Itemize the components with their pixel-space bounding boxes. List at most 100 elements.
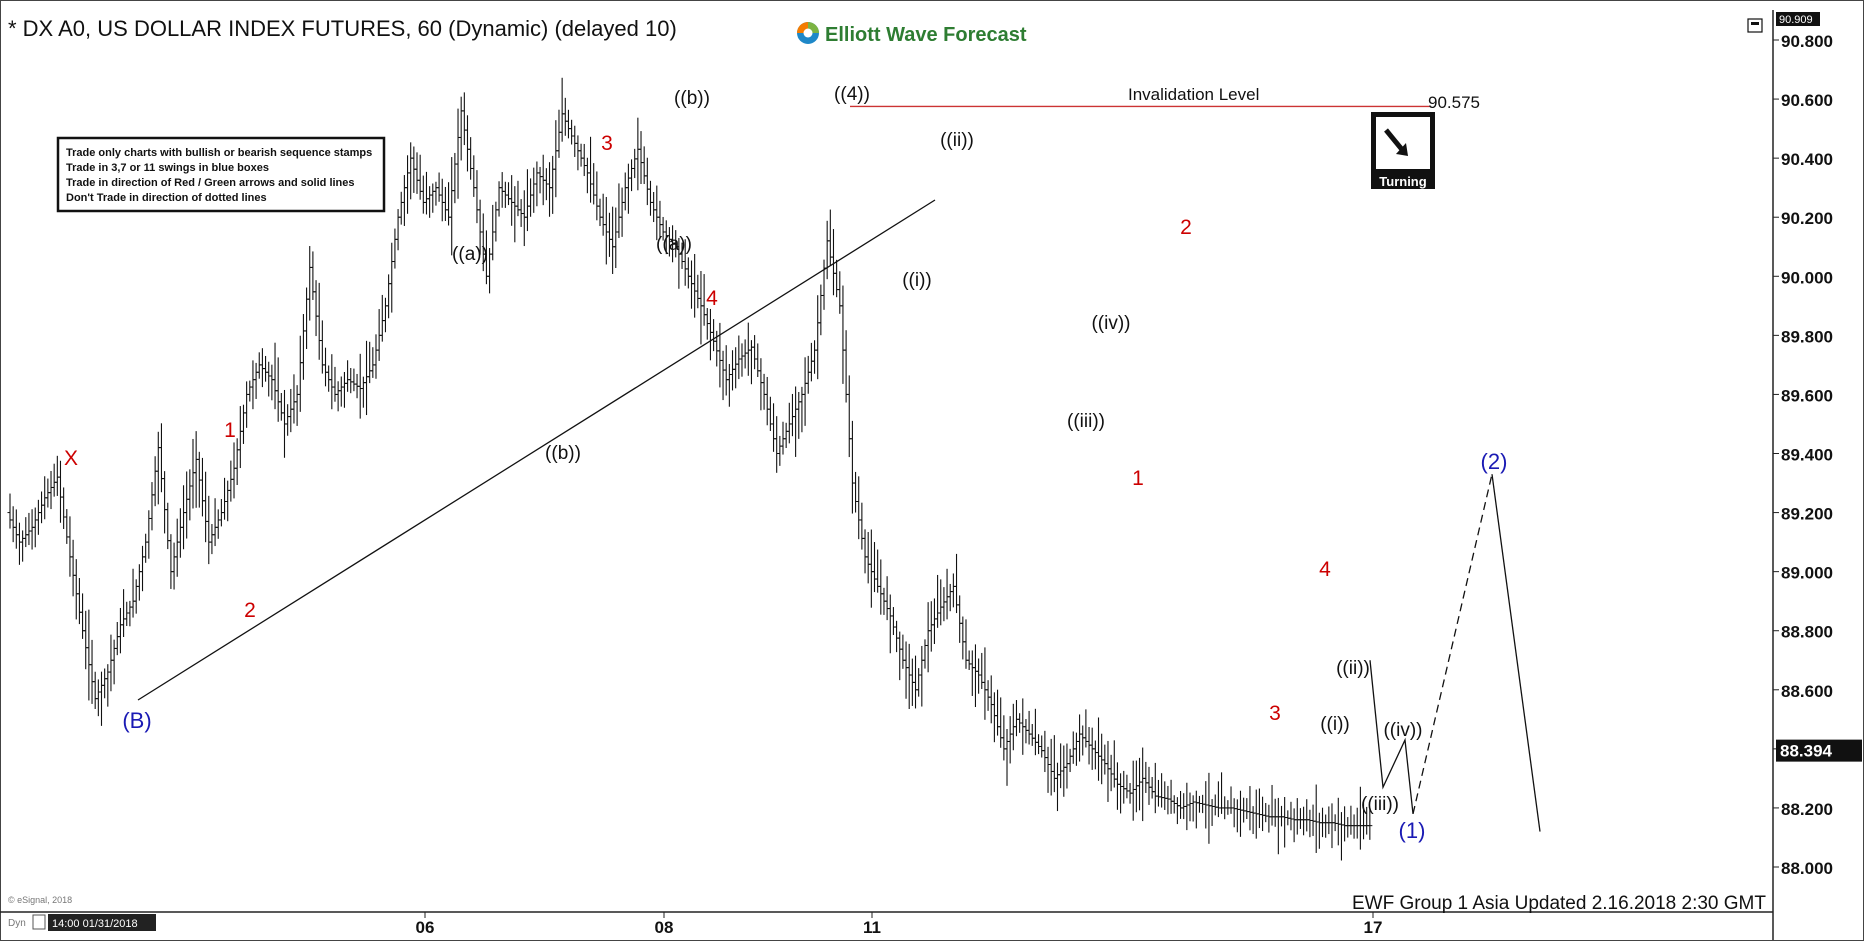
price-bar [1212,794,1218,816]
price-bar [1026,710,1032,745]
price-bar [1215,781,1221,818]
wave-label: ((i)) [902,270,932,291]
price-bar [1096,717,1102,781]
brand-logo: Elliott Wave Forecast [797,22,1027,46]
price-bar [1105,740,1111,802]
price-bar [1007,716,1013,764]
price-bar [619,187,625,237]
price-bar [199,457,205,517]
price-bar [496,181,502,217]
price-bar [98,671,104,726]
price-bar [887,594,893,654]
calendar-icon[interactable] [32,914,46,930]
wave-label: ((b)) [674,88,710,109]
price-bar [1045,746,1051,793]
price-bar [928,601,934,652]
price-bar [1338,812,1344,861]
price-bar [259,348,265,388]
price-bar [1228,786,1234,814]
invalidation-label: Invalidation Level [1128,85,1259,104]
price-bar [439,178,445,222]
price-bar [133,579,139,614]
price-bar [796,391,802,439]
price-bar [1023,719,1029,744]
price-bar [1102,744,1108,775]
price-bar [1061,745,1067,797]
price-bar [632,148,638,179]
price-bar [1171,795,1177,814]
price-bar [1152,762,1158,814]
price-bar [1234,799,1240,833]
price-bar [988,675,994,724]
price-bar [23,517,29,548]
price-bar [250,360,256,410]
price-bar [903,641,909,699]
price-bar [752,335,758,370]
price-bar [490,204,496,261]
price-bar [285,404,291,436]
price-bar [108,634,114,692]
price-bar [685,257,691,289]
price-bar [449,157,455,256]
price-bar [947,583,953,612]
price-tick-label: 88.800 [1781,623,1833,642]
price-bar [1058,743,1064,789]
price-bar [824,220,830,280]
wave-label: (2) [1481,449,1508,474]
price-bar [408,142,414,200]
turning-stamp: Turning [1371,112,1435,189]
price-bar [1206,772,1212,844]
price-bar [868,529,874,608]
price-bar [900,634,906,669]
price-bar [840,285,846,384]
wave-label: 3 [1269,702,1281,725]
price-bar [733,347,739,389]
price-bar [10,506,16,543]
price-bar [644,157,650,206]
price-bar [613,207,619,269]
price-bar [603,196,609,265]
price-bar [629,159,635,192]
price-tick-label: 90.000 [1781,268,1833,287]
price-bar [651,191,657,223]
price-bar [1247,786,1253,831]
price-bar [572,125,578,157]
price-bar [966,650,972,670]
wave-label: ((b)) [545,443,581,464]
price-bar [1165,785,1171,815]
chart-title: * DX A0, US DOLLAR INDEX FUTURES, 60 (Dy… [8,16,677,41]
price-bar [83,610,89,670]
price-tick-label: 89.400 [1781,446,1833,465]
price-bar [635,117,641,191]
price-tick-label: 89.000 [1781,564,1833,583]
price-bar [240,404,246,444]
price-bar [991,692,997,743]
price-bar [509,175,515,226]
price-bar [1133,760,1139,813]
price-bar [228,460,234,502]
price-bar [1159,773,1165,808]
price-bar [177,508,183,558]
price-bar [89,639,95,704]
price-bar [152,456,158,507]
price-bar [155,431,161,505]
price-bar [707,308,713,361]
window-button[interactable] [1747,18,1763,33]
price-bar [1275,797,1281,855]
price-bar [979,652,985,689]
rule-line: Don't Trade in direction of dotted lines [66,192,267,204]
price-bar [1190,795,1196,822]
price-bar [625,163,631,214]
price-bar [771,403,777,452]
price-bar [515,180,521,217]
wave-label: 3 [601,132,613,155]
price-bar [187,469,193,521]
price-bar [1297,808,1303,829]
price-bar [1184,782,1190,831]
price-bar [894,620,900,653]
price-bar [528,178,534,217]
price-bar [455,108,461,199]
updated-footer: EWF Group 1 Asia Updated 2.16.2018 2:30 … [1352,893,1766,914]
price-bar [575,135,581,171]
price-tick-label: 90.800 [1781,32,1833,51]
